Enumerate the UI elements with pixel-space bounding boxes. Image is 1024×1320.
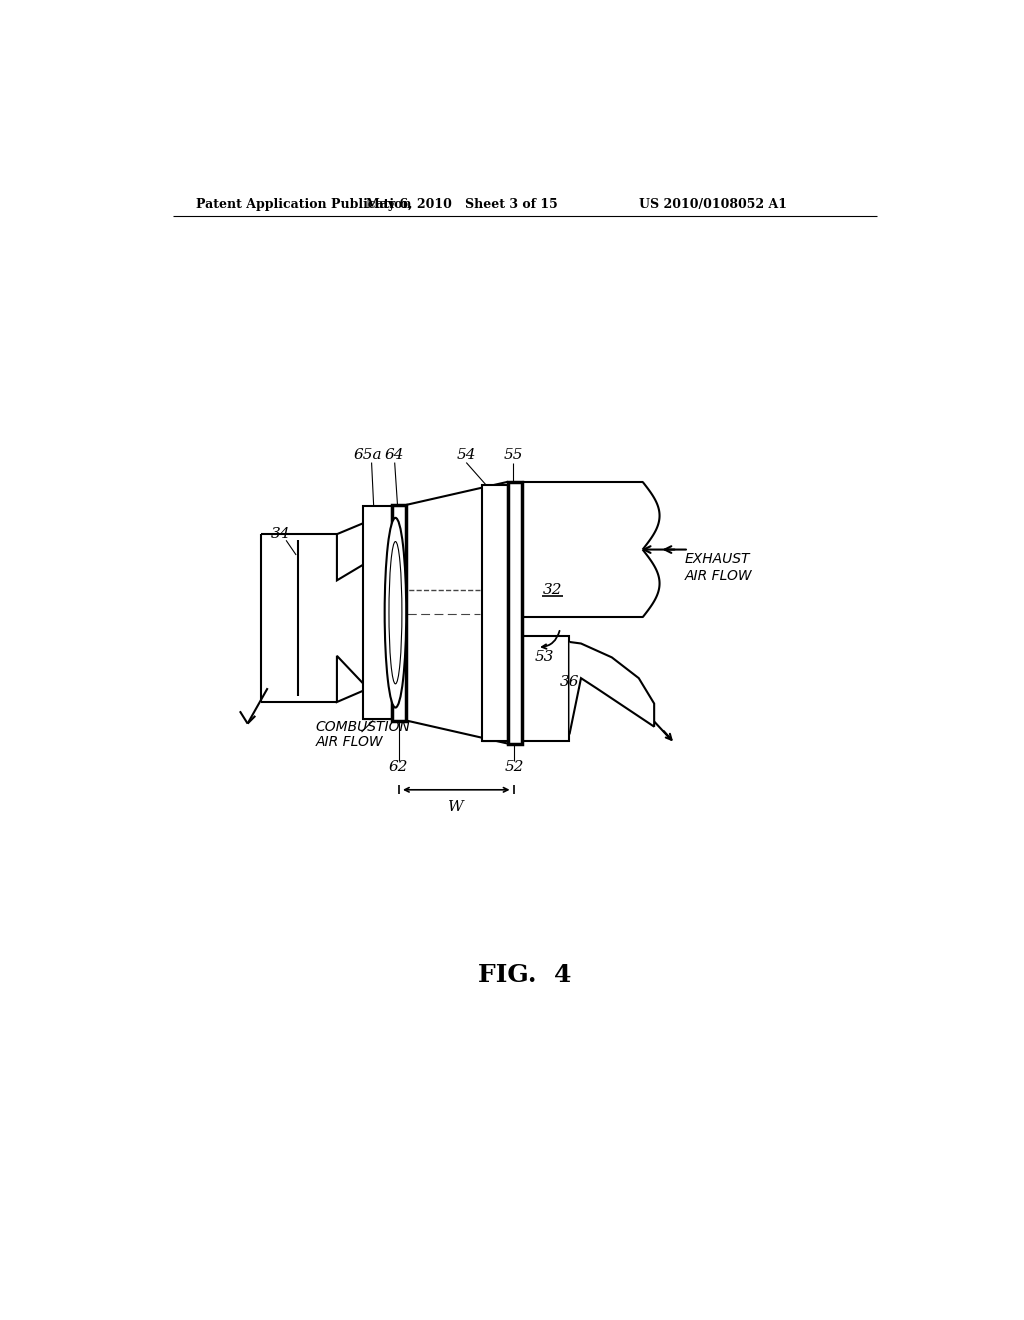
- Text: FIG.  4: FIG. 4: [478, 962, 571, 986]
- Text: AIR FLOW: AIR FLOW: [315, 735, 383, 748]
- Text: 55: 55: [504, 447, 523, 462]
- Text: 36: 36: [560, 675, 580, 689]
- Bar: [521, 636, 569, 741]
- Text: May 6, 2010   Sheet 3 of 15: May 6, 2010 Sheet 3 of 15: [366, 198, 557, 211]
- Polygon shape: [337, 511, 392, 581]
- Text: 64: 64: [385, 447, 404, 462]
- Text: 52: 52: [504, 760, 523, 774]
- Text: US 2010/0108052 A1: US 2010/0108052 A1: [639, 198, 786, 211]
- Bar: [508, 482, 521, 743]
- Polygon shape: [569, 642, 654, 734]
- Ellipse shape: [385, 517, 407, 708]
- Text: 32: 32: [543, 582, 562, 597]
- Text: AIR FLOW: AIR FLOW: [685, 569, 753, 582]
- Polygon shape: [337, 656, 392, 714]
- Text: 65a: 65a: [353, 447, 382, 462]
- Text: EXHAUST: EXHAUST: [685, 552, 751, 566]
- Text: W: W: [449, 800, 464, 813]
- Bar: [392, 506, 407, 721]
- Text: 34: 34: [271, 527, 291, 541]
- Text: 53: 53: [536, 651, 555, 664]
- Text: 54: 54: [457, 447, 476, 462]
- Ellipse shape: [389, 541, 401, 684]
- Bar: [364, 507, 392, 719]
- Bar: [481, 484, 508, 741]
- Text: COMBUSTION: COMBUSTION: [315, 719, 411, 734]
- Text: Patent Application Publication: Patent Application Publication: [196, 198, 412, 211]
- Text: 62: 62: [389, 760, 409, 774]
